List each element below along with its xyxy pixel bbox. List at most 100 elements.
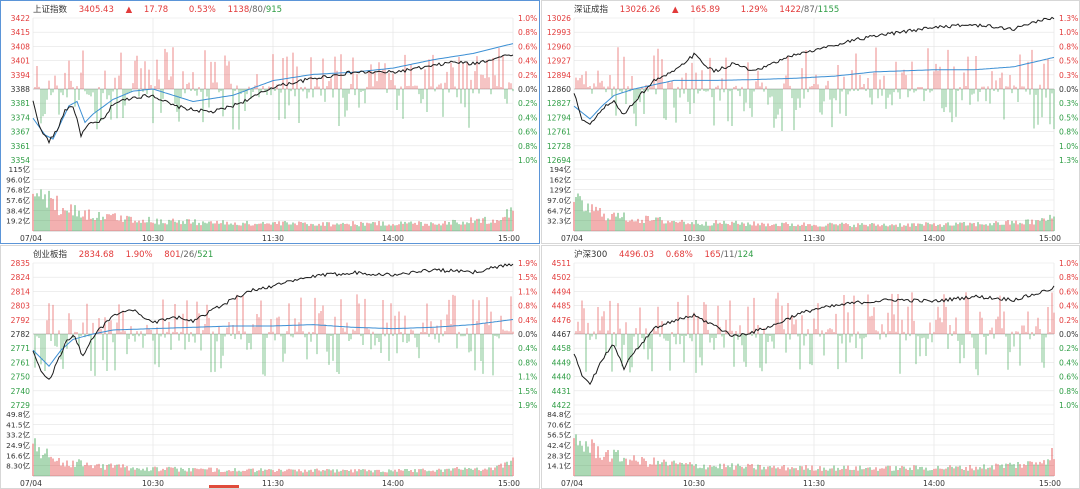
price-tick-label: 2771 <box>11 344 30 353</box>
time-tick-label: 07/04 <box>20 479 42 488</box>
intraday-chart[interactable]: 4511 4502 4494 4485 4476 4467 4458 4449 4440 4431… <box>542 246 1080 488</box>
average-price-line <box>32 43 514 140</box>
time-tick-label: 14:00 <box>382 234 404 243</box>
index-price: 13026.26 <box>619 5 661 15</box>
volume-tick-label: 97.0亿 <box>547 196 571 205</box>
time-tick-label: 10:30 <box>142 234 164 243</box>
percent-tick-label: 0.8% <box>1059 42 1078 51</box>
breadth-up: 801 <box>164 250 181 260</box>
volume-tick-label: 24.9亿 <box>6 441 30 450</box>
price-tick-label: 4485 <box>552 302 571 311</box>
volume-tick-label: 194亿 <box>550 165 572 174</box>
price-line <box>573 285 1055 386</box>
index-change-pct: 1.29% <box>740 5 768 15</box>
average-price-line <box>32 319 514 367</box>
price-tick-label: 4467 <box>552 330 571 339</box>
breadth-flat: 11 <box>723 250 735 260</box>
price-tick-label: 4511 <box>552 259 571 268</box>
time-tick-label: 14:00 <box>923 479 945 488</box>
volume-tick-label: 19.2亿 <box>6 217 30 226</box>
index-change-pct: 0.68% <box>665 250 693 260</box>
index-price: 3405.43 <box>78 5 114 15</box>
percent-tick-label: 1.1% <box>518 373 537 382</box>
intraday-chart[interactable]: 3422 3415 3408 3401 3394 3388 3381 3374 3367 3361… <box>1 1 539 243</box>
time-tick-label: 07/04 <box>561 234 583 243</box>
price-tick-label: 12794 <box>547 113 571 122</box>
intraday-chart[interactable]: 13026 12993 12960 12927 12894 12860 12827 12794… <box>542 1 1080 243</box>
scrollbar-thumb[interactable] <box>209 485 239 488</box>
volume-tick-label: 96.0亿 <box>6 175 30 184</box>
volume-tick-label: 14.1亿 <box>547 462 571 471</box>
percent-tick-label: 0.4% <box>518 316 537 325</box>
index-change: ▲ 17.78 <box>126 5 178 15</box>
up-arrow-icon: ▲ <box>671 5 679 15</box>
breadth-down: 124 <box>737 250 754 260</box>
breadth-separator: / <box>720 250 724 260</box>
volume-tick-label: 49.8亿 <box>6 410 30 419</box>
volume-tick-label: 28.3亿 <box>547 451 571 460</box>
price-tick-label: 4422 <box>552 401 571 410</box>
time-tick-label: 10:30 <box>683 479 705 488</box>
price-tick-label: 2782 <box>11 330 30 339</box>
intraday-chart[interactable]: 2835 2824 2814 2803 2792 2782 2771 2761 2750 2740… <box>1 246 539 488</box>
price-tick-label: 12827 <box>547 99 571 108</box>
price-tick-label: 12860 <box>547 85 571 94</box>
price-tick-label: 3367 <box>11 128 30 137</box>
volume-tick-label: 76.8亿 <box>6 186 30 195</box>
time-axis: 07/04 10:30 11:30 14:00 15:00 <box>561 234 1061 243</box>
time-axis: 07/04 10:30 11:30 14:00 15:00 <box>561 479 1061 488</box>
market-breadth: 1422/87/1155 <box>779 5 839 15</box>
volume-tick-label: 42.4亿 <box>547 441 571 450</box>
volume-tick-label: 162亿 <box>550 175 572 184</box>
price-tick-label: 12694 <box>547 156 571 165</box>
time-tick-label: 15:00 <box>1039 234 1061 243</box>
price-tick-label: 3361 <box>11 142 30 151</box>
breadth-separator: / <box>801 5 804 15</box>
volume-tick-label: 33.2亿 <box>6 431 30 440</box>
volume-tick-label: 56.5亿 <box>547 431 571 440</box>
price-tick-label: 12894 <box>547 71 571 80</box>
percent-tick-label: 1.9% <box>518 259 537 268</box>
volume-tick-label: 70.6亿 <box>547 420 571 429</box>
time-tick-label: 11:30 <box>262 479 284 488</box>
price-line <box>573 16 1055 125</box>
price-tick-label: 4449 <box>552 358 571 367</box>
percent-tick-label: 1.0% <box>1059 142 1078 151</box>
percent-tick-label: 0.4% <box>1059 358 1078 367</box>
volume-bars <box>573 193 1055 231</box>
time-tick-label: 11:30 <box>262 234 284 243</box>
volume-tick-label: 8.30亿 <box>6 462 30 471</box>
volume-tick-label: 84.8亿 <box>547 410 571 419</box>
breadth-down: 915 <box>265 5 283 15</box>
percent-tick-label: 1.3% <box>1059 156 1078 165</box>
index-name: 创业板指 <box>33 250 68 260</box>
time-axis: 07/04 10:30 11:30 14:00 15:00 <box>20 479 520 488</box>
index-price: 2834.68 <box>78 250 114 260</box>
price-line <box>32 54 514 145</box>
panel-sse-composite[interactable]: 上证指数 3405.43 ▲ 17.78 0.53% 1138/80/915 3… <box>0 0 540 244</box>
panel-chinext[interactable]: 创业板指 2834.68 1.90% 801/26/521 2835 2824 28… <box>0 245 540 489</box>
percent-tick-label: 0.2% <box>1059 344 1078 353</box>
price-tick-label: 2750 <box>11 373 30 382</box>
breadth-separator: / <box>249 5 253 15</box>
percent-tick-label: 0.4% <box>518 57 537 66</box>
price-tick-label: 12927 <box>547 57 571 66</box>
percent-tick-label: 0.8% <box>1059 128 1078 137</box>
percent-tick-label: 0.6% <box>1059 373 1078 382</box>
price-tick-label: 2729 <box>11 401 30 410</box>
volume-tick-label: 32.3亿 <box>547 217 571 226</box>
time-tick-label: 11:30 <box>803 234 825 243</box>
panel-szse-component[interactable]: 深证成指 13026.26 ▲ 165.89 1.29% 1422/87/115… <box>541 0 1080 244</box>
percent-tick-label: 0.6% <box>518 42 537 51</box>
breadth-separator: / <box>734 250 738 260</box>
price-tick-label: 13026 <box>547 14 571 23</box>
index-price: 4496.03 <box>618 250 655 260</box>
tick-bars <box>575 47 1055 131</box>
percent-tick-label: 0.0% <box>518 330 537 339</box>
percent-tick-label: 1.1% <box>518 287 537 296</box>
volume-tick-label: 38.4亿 <box>6 206 30 215</box>
panel-csi300[interactable]: 沪深300 4496.03 0.68% 165/11/124 4511 4502 4… <box>541 245 1080 489</box>
grid-lines <box>573 17 1055 232</box>
percent-axis: 1.0% 0.8% 0.6% 0.4% 0.2% 0.0% 0.2% 0.4% 0.6% 0.8%… <box>518 14 537 165</box>
